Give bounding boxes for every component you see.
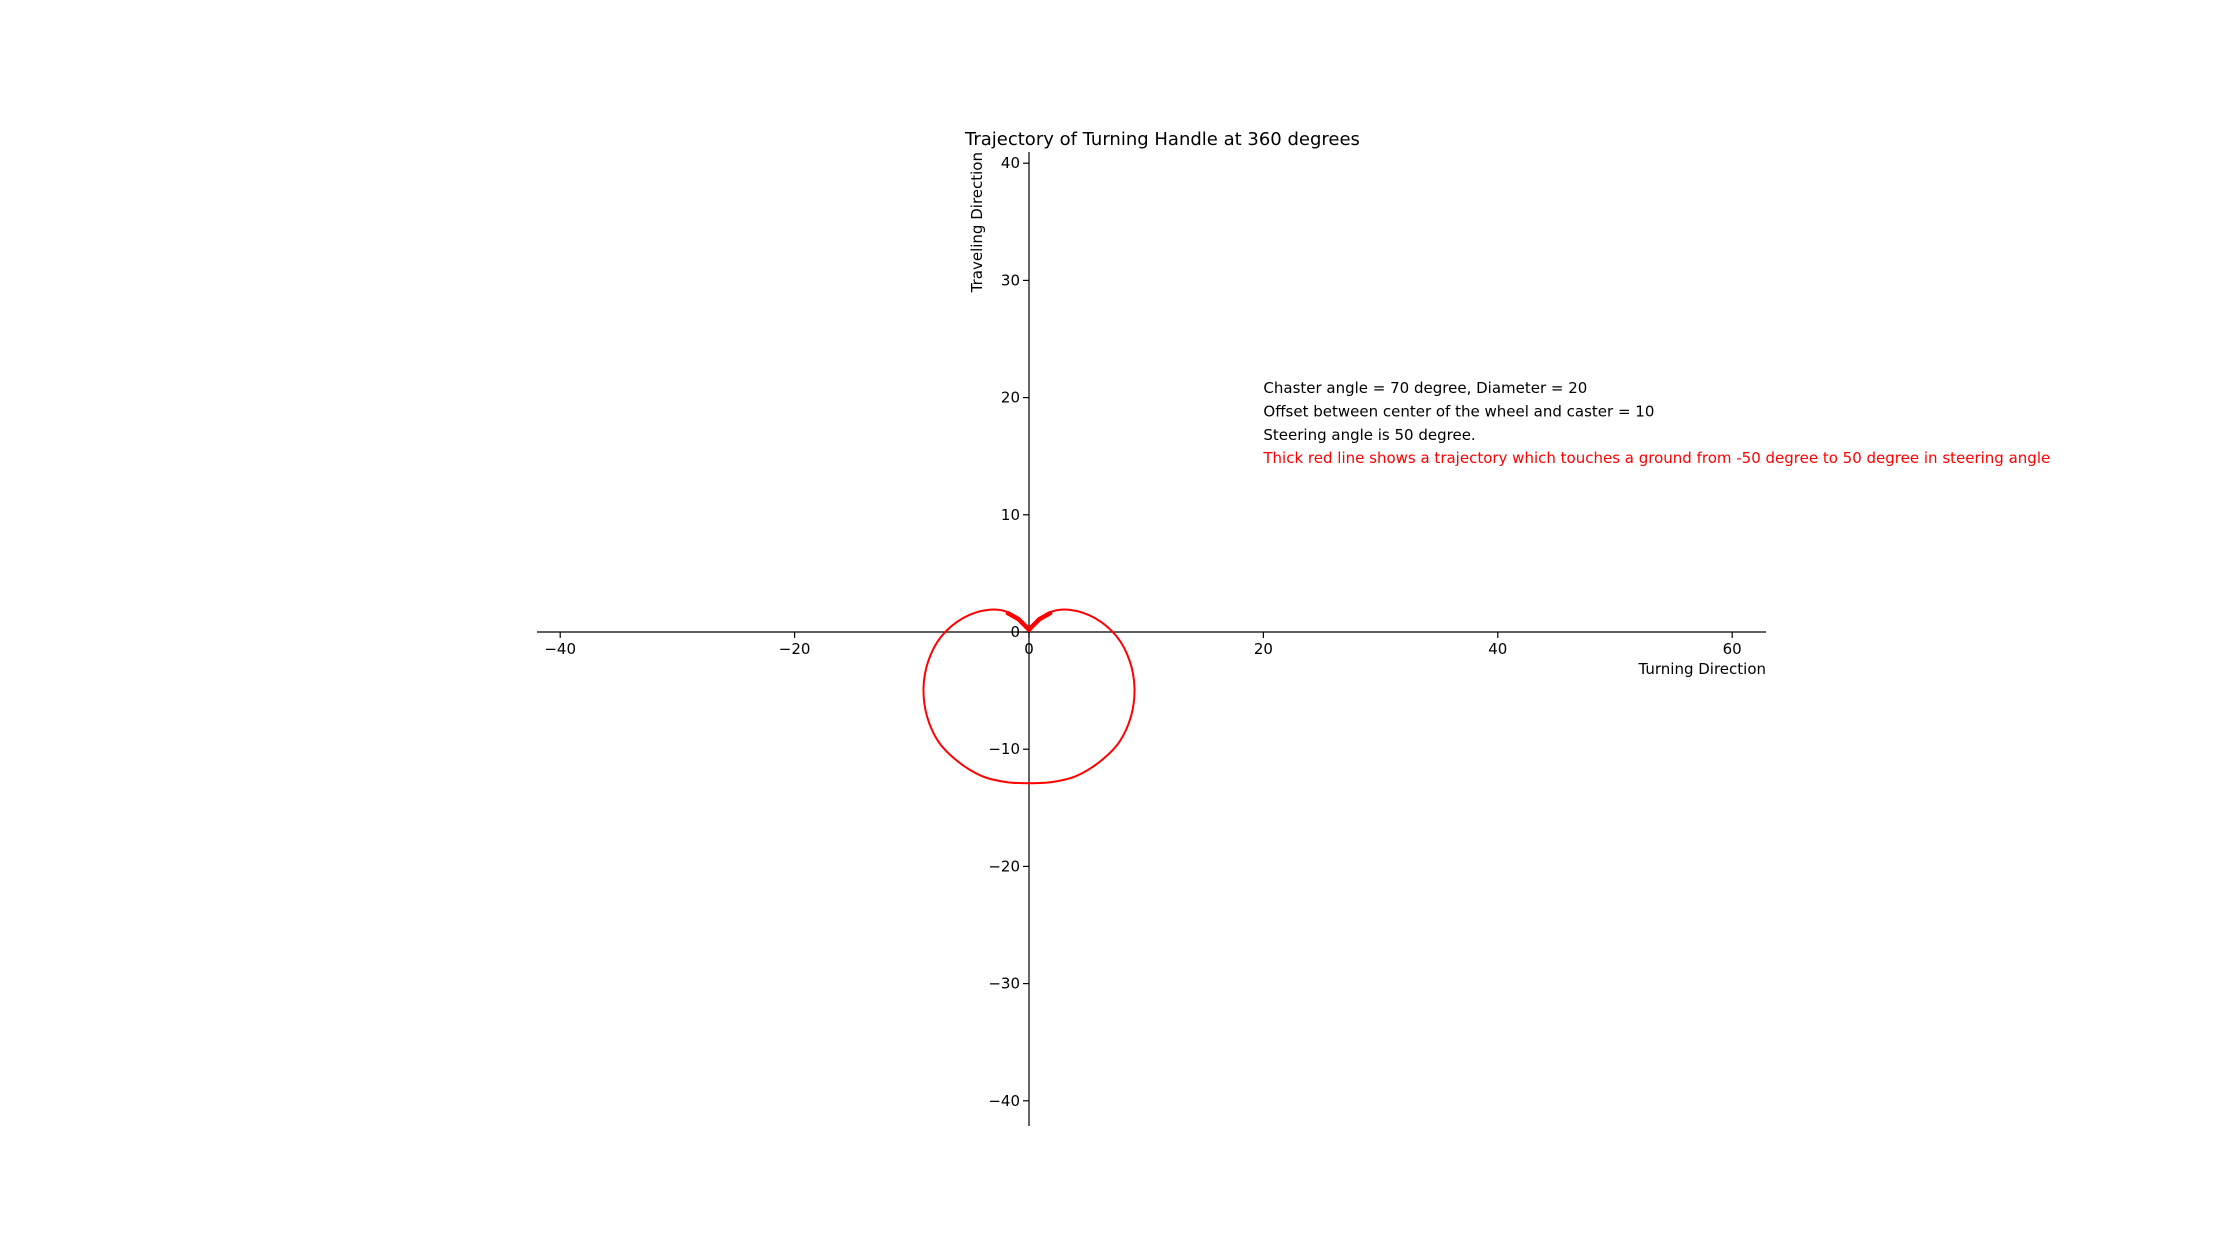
x-tick-label: 60 xyxy=(1723,640,1742,658)
y-tick-label: −30 xyxy=(988,975,1020,993)
chart-title: Trajectory of Turning Handle at 360 degr… xyxy=(964,129,1360,150)
y-axis-title: Traveling Direction xyxy=(968,152,986,293)
annotation-text: Steering angle is 50 degree. xyxy=(1263,426,1475,444)
y-tick-label: −40 xyxy=(988,1092,1020,1110)
y-tick-label: 10 xyxy=(1001,506,1020,524)
y-tick-label: 30 xyxy=(1001,271,1020,289)
ticks: −40 −20 0 20 40 60 −40 −30 −20 −10 0 10 20 30 40 xyxy=(544,154,1741,1110)
y-tick-label: 20 xyxy=(1001,389,1020,407)
trajectory-series xyxy=(922,608,1136,785)
x-tick-label: −20 xyxy=(779,640,811,658)
y-tick-label: −10 xyxy=(988,740,1020,758)
y-tick-label: 0 xyxy=(1010,623,1020,641)
x-tick-label: 40 xyxy=(1488,640,1507,658)
x-tick-label: 0 xyxy=(1024,640,1034,658)
annotations: Chaster angle = 70 degree, Diameter = 20… xyxy=(1262,379,2050,467)
x-tick-label: −40 xyxy=(544,640,576,658)
x-axis-title: Turning Direction xyxy=(1637,660,1766,678)
annotation-text: Thick red line shows a trajectory which … xyxy=(1262,449,2050,467)
annotation-text: Chaster angle = 70 degree, Diameter = 20 xyxy=(1263,379,1587,397)
y-tick-label: −20 xyxy=(988,857,1020,875)
annotation-text: Offset between center of the wheel and c… xyxy=(1263,402,1654,420)
y-tick-label: 40 xyxy=(1001,154,1020,172)
x-tick-label: 20 xyxy=(1254,640,1273,658)
trajectory-line xyxy=(922,608,1136,785)
thick-trajectory-line xyxy=(1005,610,1053,632)
